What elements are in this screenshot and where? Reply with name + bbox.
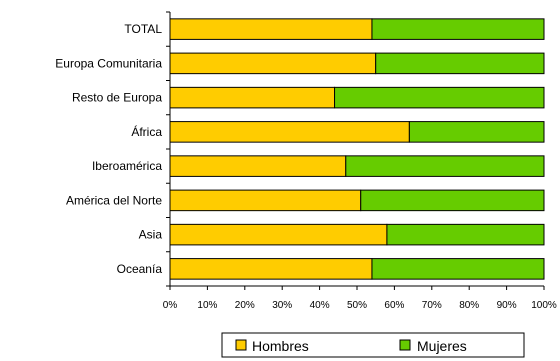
category-label: Iberoamérica	[92, 159, 162, 173]
bar-hombres-7	[169, 258, 373, 280]
x-tick-label: 10%	[197, 300, 217, 311]
x-tick-label: 30%	[272, 300, 292, 311]
bar-mujeres-7	[371, 258, 545, 280]
bar-mujeres-2	[334, 86, 545, 109]
legend: Hombres Mujeres	[221, 332, 525, 358]
x-tick-label: 100%	[531, 300, 557, 311]
x-tick-label: 40%	[310, 300, 330, 311]
category-label: Asia	[139, 228, 163, 242]
plot-area: TOTAL Europa Comunitaria Resto de Europa Áf…	[55, 11, 557, 311]
legend-box	[221, 332, 525, 358]
category-label: Oceanía	[117, 262, 163, 276]
legend-label-mujeres: Mujeres	[417, 338, 467, 354]
bar-mujeres-5	[360, 189, 545, 212]
bar-mujeres-0	[371, 18, 545, 40]
bar-mujeres-3	[408, 121, 545, 143]
category-label: América del Norte	[66, 193, 162, 207]
bar-hombres-3	[169, 121, 410, 143]
x-tick-label: 20%	[235, 300, 255, 311]
x-tick-label: 90%	[497, 300, 517, 311]
legend-swatch-mujeres	[399, 339, 411, 351]
category-label: África	[131, 124, 162, 139]
bar-hombres-1	[169, 52, 377, 75]
bar-hombres-4	[169, 155, 347, 177]
x-tick-label: 0%	[163, 300, 178, 311]
bar-hombres-5	[169, 189, 362, 212]
category-label: TOTAL	[124, 22, 162, 36]
bar-mujeres-1	[375, 52, 545, 75]
category-label: Resto de Europa	[72, 91, 162, 105]
bar-mujeres-6	[386, 223, 545, 246]
bar-hombres-6	[169, 223, 388, 246]
x-tick-label: 70%	[422, 300, 442, 311]
legend-swatch-hombres	[235, 339, 247, 351]
bar-hombres-2	[169, 86, 336, 109]
bar-mujeres-4	[345, 155, 545, 177]
x-tick-label: 80%	[459, 300, 479, 311]
legend-label-hombres: Hombres	[252, 338, 309, 354]
x-tick-label: 60%	[384, 300, 404, 311]
bar-hombres-0	[169, 18, 373, 40]
x-tick-label: 50%	[347, 300, 367, 311]
category-label: Europa Comunitaria	[55, 56, 162, 70]
